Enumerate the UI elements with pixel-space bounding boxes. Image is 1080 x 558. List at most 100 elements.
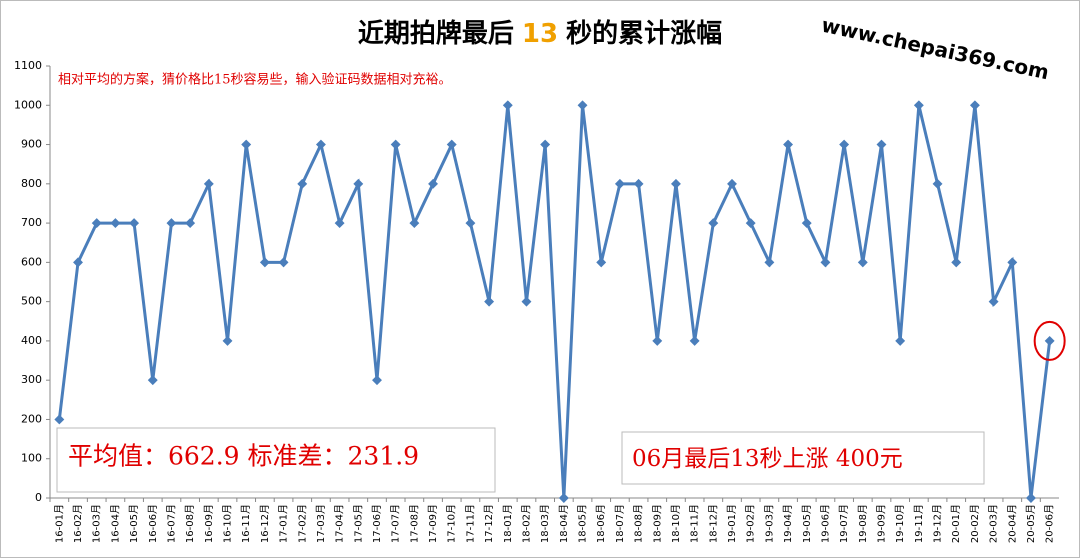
point-marker	[969, 100, 980, 111]
point-marker	[297, 178, 308, 189]
x-tick-label: 16-11月	[240, 504, 252, 543]
x-tick-label: 17-03月	[315, 504, 327, 543]
point-marker	[1007, 257, 1018, 268]
x-tick-label: 17-09月	[427, 504, 439, 543]
x-tick-label: 19-12月	[932, 504, 944, 543]
x-tick-label: 19-05月	[801, 504, 813, 543]
x-tick-label: 16-01月	[53, 504, 65, 543]
point-marker	[857, 257, 868, 268]
x-tick-label: 17-12月	[483, 504, 495, 543]
y-tick-label: 100	[21, 452, 42, 465]
point-marker	[1044, 335, 1055, 346]
point-marker	[185, 218, 196, 229]
point-marker	[988, 296, 999, 307]
point-marker	[652, 335, 663, 346]
x-tick-label: 18-11月	[689, 504, 701, 543]
x-tick-label: 16-03月	[91, 504, 103, 543]
x-tick-label: 20-02月	[969, 504, 981, 543]
x-tick-label: 20-04月	[1006, 504, 1018, 543]
x-tick-label: 16-07月	[165, 504, 177, 543]
title-part: 近期拍牌最后	[358, 18, 514, 49]
point-marker	[540, 139, 551, 150]
x-tick-label: 17-02月	[296, 504, 308, 543]
point-marker	[577, 100, 588, 111]
note: 相对平均的方案，猜价格比15秒容易些，输入验证码数据相对充裕。	[58, 72, 452, 88]
point-marker	[222, 335, 233, 346]
point-marker	[876, 139, 887, 150]
point-marker	[801, 218, 812, 229]
callout-box	[621, 431, 985, 485]
series-line	[57, 104, 1052, 499]
point-marker	[129, 218, 140, 229]
point-marker	[913, 100, 924, 111]
x-tick-label: 18-01月	[502, 504, 514, 543]
y-tick-label: 700	[21, 216, 42, 229]
point-marker	[409, 218, 420, 229]
x-tick-label: 19-04月	[782, 504, 794, 543]
x-tick-label: 19-10月	[894, 504, 906, 543]
x-tick-label: 16-02月	[72, 504, 84, 543]
title-part: 秒的累计涨幅	[566, 18, 722, 49]
x-tick-label: 16-09月	[203, 504, 215, 543]
point-marker	[110, 218, 121, 229]
point-marker	[315, 139, 326, 150]
point-marker	[372, 375, 382, 386]
x-tick-label: 18-05月	[577, 504, 589, 543]
x-tick-label: 19-03月	[763, 504, 775, 543]
point-marker	[166, 218, 177, 229]
point-marker	[465, 218, 476, 229]
point-marker	[708, 218, 719, 229]
y-tick-label: 600	[21, 255, 42, 268]
x-tick-label: 17-06月	[371, 504, 383, 543]
x-tick-label: 18-06月	[595, 504, 607, 543]
point-marker	[689, 335, 700, 346]
x-tick-label: 18-04月	[558, 504, 570, 543]
point-marker	[783, 139, 794, 150]
point-marker	[764, 257, 775, 268]
x-tick-label: 19-01月	[726, 504, 738, 543]
title-highlight: 13	[522, 19, 558, 49]
y-tick-label: 1100	[14, 59, 42, 72]
x-tick-label: 20-05月	[1025, 504, 1037, 543]
x-tick-label: 20-06月	[1044, 504, 1056, 543]
point-marker	[895, 335, 906, 346]
x-tick-label: 18-03月	[539, 504, 551, 543]
x-tick-label: 16-05月	[128, 504, 140, 543]
point-marker	[671, 178, 681, 189]
point-marker	[745, 218, 756, 229]
x-tick-label: 18-07月	[614, 504, 626, 543]
point-marker	[446, 139, 457, 150]
x-tick-label: 18-08月	[633, 504, 645, 543]
x-tick-label: 16-10月	[222, 504, 234, 543]
stats-box	[56, 427, 496, 493]
y-tick-label: 1000	[14, 98, 42, 111]
point-marker	[951, 257, 962, 268]
x-tick-label: 18-12月	[707, 504, 719, 543]
point-marker	[278, 257, 289, 268]
x-tick-label: 17-07月	[390, 504, 402, 543]
point-marker	[1026, 493, 1036, 503]
point-marker	[203, 178, 214, 189]
point-marker	[259, 257, 270, 268]
y-tick-label: 300	[21, 373, 42, 386]
y-tick-label: 200	[21, 412, 42, 425]
x-tick-label: 17-08月	[408, 504, 420, 543]
x-tick-label: 19-06月	[819, 504, 831, 543]
x-tick-label: 20-01月	[950, 504, 962, 543]
callout: 06月最后13秒上涨 400元	[632, 446, 903, 472]
x-tick-label: 16-12月	[259, 504, 271, 543]
plot: 0 100 200 300 400 500 600 700 800 900 1000 1100 16-0…	[14, 59, 1066, 543]
point-marker	[614, 178, 625, 189]
point-marker	[353, 178, 364, 189]
x-tick-label: 17-10月	[446, 504, 458, 543]
y-tick-label: 500	[21, 295, 42, 308]
x-tick-label: 17-01月	[278, 504, 290, 543]
point-marker	[633, 178, 644, 189]
x-tick-label: 16-04月	[109, 504, 121, 543]
x-tick-label: 19-09月	[875, 504, 887, 543]
x-tick-label: 19-07月	[838, 504, 850, 543]
x-tick-label: 17-11月	[464, 504, 476, 543]
x-tick-label: 16-08月	[184, 504, 196, 543]
point-marker	[241, 139, 252, 150]
point-marker	[596, 257, 607, 268]
